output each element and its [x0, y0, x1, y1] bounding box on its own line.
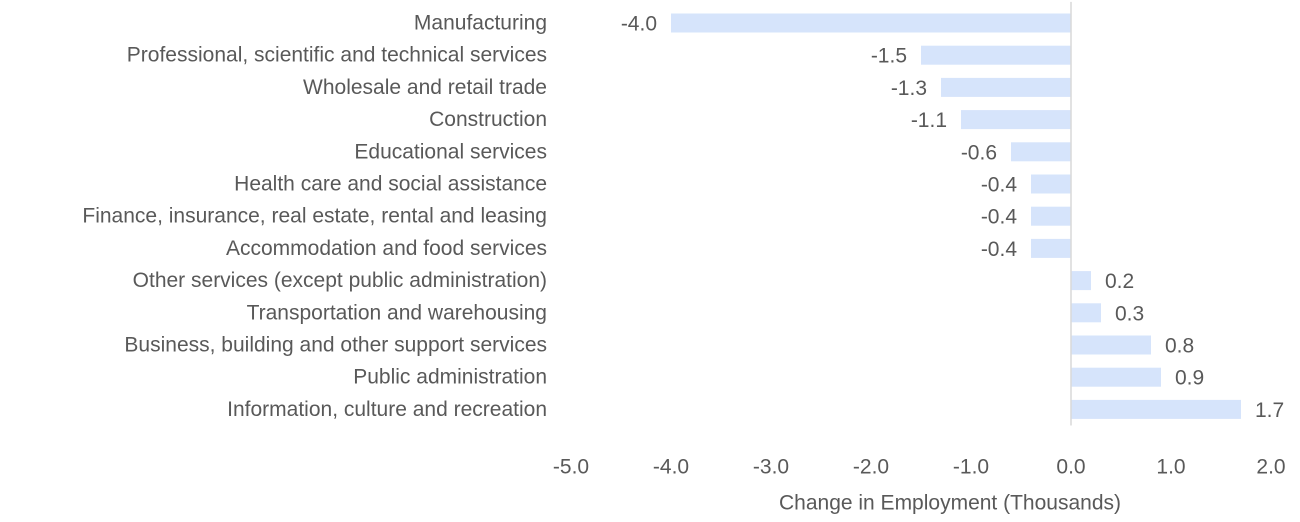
category-label: Manufacturing: [414, 12, 547, 35]
bar: [1031, 174, 1071, 194]
bar: [1071, 367, 1161, 387]
category-label: Professional, scientific and technical s…: [127, 44, 547, 67]
category-labels: Manufacturing Professional, scientific an…: [82, 12, 547, 421]
category-label: Transportation and warehousing: [247, 301, 547, 324]
x-tick-label: -5.0: [553, 456, 589, 479]
category-label: Other services (except public administra…: [133, 269, 547, 292]
bar: [961, 110, 1071, 130]
data-label: -0.4: [981, 174, 1018, 197]
bar: [1071, 303, 1101, 323]
bar: [921, 45, 1071, 65]
data-label: -1.1: [911, 109, 947, 132]
category-label: Accommodation and food services: [226, 237, 547, 260]
bar: [1031, 238, 1071, 258]
bars-layer: [671, 13, 1241, 419]
bar: [941, 77, 1071, 97]
x-tick-label: -3.0: [753, 456, 789, 479]
bar: [1011, 142, 1071, 162]
bar: [1071, 399, 1241, 419]
x-tick-label: -1.0: [953, 456, 989, 479]
x-tick-label: 0.0: [1056, 456, 1085, 479]
category-label: Wholesale and retail trade: [303, 76, 547, 99]
data-label: 0.8: [1165, 335, 1194, 358]
data-label: 0.3: [1115, 302, 1144, 325]
data-label: -1.3: [891, 77, 927, 100]
x-tick-label: 1.0: [1156, 456, 1185, 479]
data-label: 0.9: [1175, 367, 1204, 390]
category-label: Business, building and other support ser…: [124, 334, 547, 357]
data-label: -0.4: [981, 238, 1018, 261]
data-label: -4.0: [621, 13, 657, 36]
x-axis-tick-labels: -5.0 -4.0 -3.0 -2.0 -1.0 0.0 1.0 2.0: [553, 456, 1286, 479]
bar: [1071, 335, 1151, 355]
bar: [1031, 206, 1071, 226]
bar: [671, 13, 1071, 33]
category-label: Information, culture and recreation: [227, 398, 547, 421]
category-label: Construction: [429, 108, 547, 131]
data-label: -0.6: [961, 141, 997, 164]
x-tick-label: -4.0: [653, 456, 689, 479]
category-label: Public administration: [353, 366, 547, 389]
data-label: -0.4: [981, 206, 1018, 229]
bar: [1071, 271, 1091, 291]
category-label: Health care and social assistance: [234, 173, 547, 196]
x-tick-label: 2.0: [1256, 456, 1285, 479]
data-label: 0.2: [1105, 270, 1134, 293]
data-label: 1.7: [1255, 399, 1284, 422]
value-labels: -4.0 -1.5 -1.3 -1.1 -0.6 -0.4 -0.4 -0.4 0.2 0.3 0.…: [621, 13, 1284, 422]
category-label: Educational services: [354, 140, 547, 163]
x-tick-label: -2.0: [853, 456, 889, 479]
x-axis-title: Change in Employment (Thousands): [779, 492, 1121, 515]
category-label: Finance, insurance, real estate, rental …: [82, 205, 547, 228]
data-label: -1.5: [871, 45, 907, 68]
